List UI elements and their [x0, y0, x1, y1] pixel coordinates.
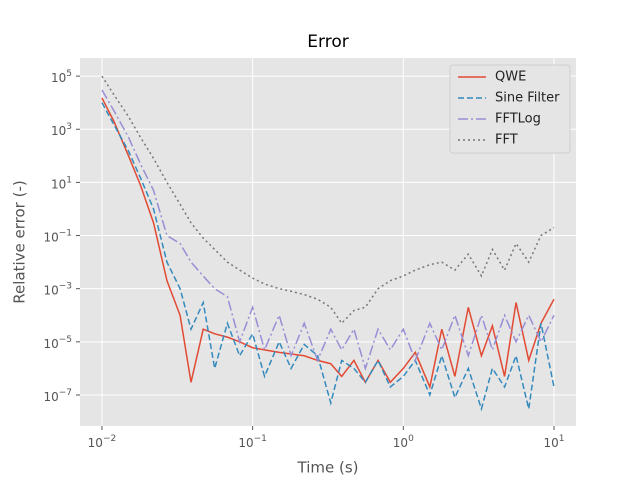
chart-title: Error [307, 32, 348, 52]
series-line [101, 102, 555, 412]
legend-label: FFT [495, 133, 518, 148]
legend-label: Sine Filter [495, 91, 560, 106]
x-tick-label: 100 [393, 434, 414, 450]
x-tick-label: 10−2 [88, 434, 117, 450]
y-tick-label: 10−7 [43, 387, 72, 403]
y-axis-label: Relative error (-) [11, 180, 29, 303]
series-line [101, 97, 555, 390]
legend-label: QWE [495, 70, 526, 85]
y-tick-label: 103 [51, 122, 72, 138]
x-axis-label: Time (s) [297, 459, 359, 477]
x-tick-label: 10−1 [238, 434, 267, 450]
y-tick-label: 10−1 [43, 228, 72, 244]
legend-label: FFTLog [495, 112, 541, 127]
x-tick-label: 101 [543, 434, 564, 450]
legend-box [449, 64, 571, 154]
y-tick-label: 10−5 [43, 334, 72, 350]
y-tick-label: 101 [51, 175, 72, 191]
series-line [101, 89, 555, 371]
y-tick-label: 10−3 [43, 281, 72, 297]
y-tick-label: 105 [51, 69, 72, 85]
series-line [101, 75, 555, 325]
